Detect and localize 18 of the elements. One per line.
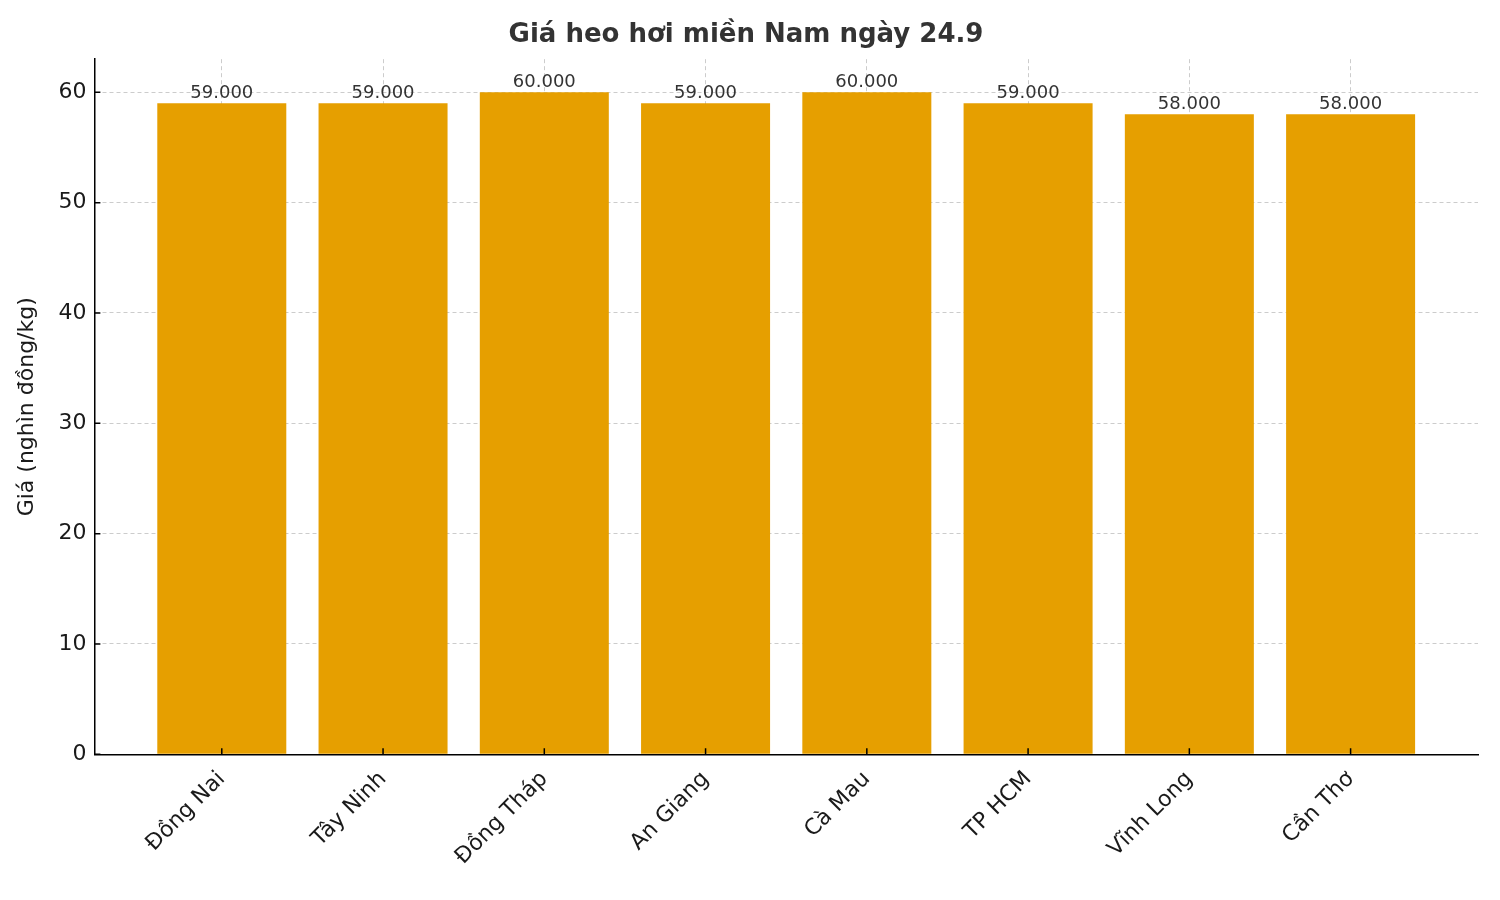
x-tick-label: Cần Thơ — [1276, 765, 1359, 848]
data-label: 58.000 — [1319, 92, 1383, 114]
y-tick-label: 60 — [58, 78, 87, 104]
y-axis-title: Giá (nghìn đồng/kg) — [12, 297, 38, 517]
data-label: 59.000 — [190, 81, 254, 103]
data-label: 58.000 — [1157, 92, 1221, 114]
data-label: 59.000 — [996, 81, 1060, 103]
data-label: 60.000 — [512, 69, 576, 91]
data-label: 59.000 — [351, 81, 415, 103]
y-tick-label: 50 — [58, 188, 87, 214]
y-tick-label: 20 — [58, 519, 87, 545]
y-tick-label: 0 — [72, 740, 87, 766]
data-label: 59.000 — [674, 81, 738, 103]
y-tick-label: 30 — [58, 409, 87, 435]
y-tick-label: 10 — [58, 629, 87, 655]
data-label: 60.000 — [835, 69, 899, 91]
chart-title: Giá heo hơi miền Nam ngày 24.9 — [508, 18, 984, 49]
y-tick-label: 40 — [58, 298, 87, 324]
